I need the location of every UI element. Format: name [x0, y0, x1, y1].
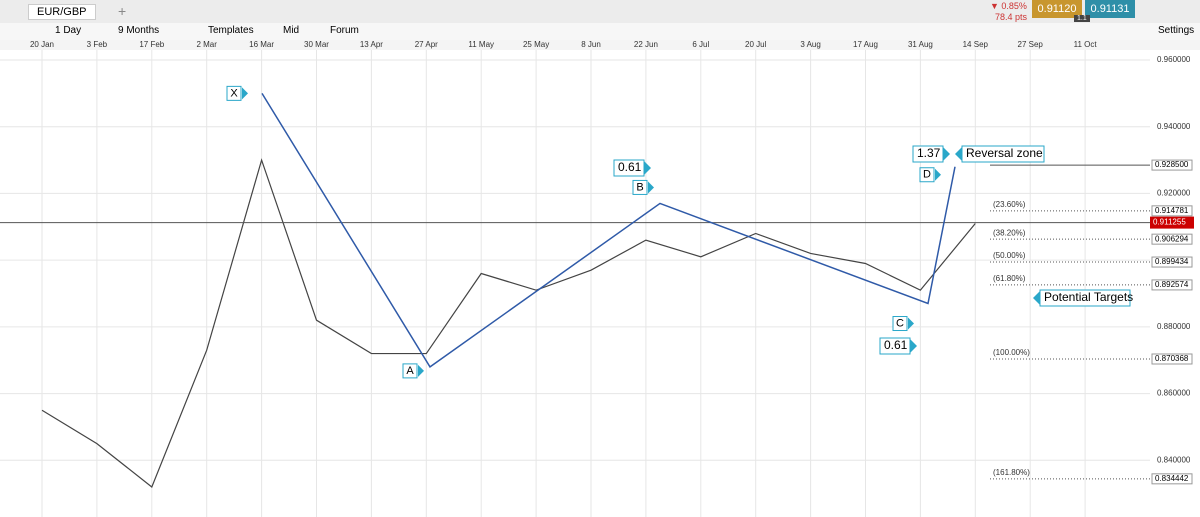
price-line — [41, 158, 976, 488]
level-label: (50.00%) — [993, 251, 1026, 260]
x-tick-label: 30 Mar — [304, 40, 329, 49]
point-arrow — [935, 168, 941, 181]
x-tick-label: 20 Jan — [30, 40, 54, 49]
price-box — [1151, 256, 1193, 268]
x-tick-label: 6 Jul — [692, 40, 709, 49]
point-label: C — [896, 317, 904, 329]
price-box — [1151, 233, 1193, 245]
y-tick-label: 0.860000 — [1157, 389, 1191, 398]
price-box — [1151, 279, 1193, 291]
price-type[interactable]: Mid — [283, 25, 300, 36]
last-price-box — [1150, 216, 1194, 229]
annotation: Reversal zone — [966, 146, 1043, 160]
annotation: 1.37 — [917, 146, 941, 160]
annotation: Potential Targets — [1044, 290, 1133, 304]
x-tick-label: 3 Aug — [800, 40, 820, 49]
forum[interactable]: Forum — [330, 25, 359, 36]
price-label: 0.870368 — [1155, 354, 1189, 363]
point-box — [226, 85, 242, 101]
x-tick-label: 20 Jul — [745, 40, 767, 49]
point-arrow — [242, 87, 248, 100]
point-label: D — [923, 169, 931, 181]
annotation: 0.61 — [618, 160, 642, 174]
templates[interactable]: Templates — [208, 25, 254, 36]
level-label: (100.00%) — [993, 348, 1030, 357]
change: ▼ 0.85% — [990, 1, 1027, 11]
price-box — [1151, 473, 1193, 485]
point-arrow — [648, 181, 654, 194]
date-axis — [0, 40, 1200, 50]
x-tick-label: 22 Jun — [634, 40, 658, 49]
price-box — [1151, 205, 1193, 217]
x-tick-label: 3 Feb — [87, 40, 108, 49]
point-box — [402, 363, 418, 379]
y-tick-label: 0.920000 — [1157, 189, 1191, 198]
x-tick-label: 16 Mar — [249, 40, 274, 49]
point-arrow — [418, 364, 424, 377]
x-tick-label: 17 Aug — [853, 40, 878, 49]
annotation: 0.61 — [884, 338, 908, 352]
level-label: (38.20%) — [993, 228, 1026, 237]
point-label: B — [636, 181, 643, 193]
annotation-arrow — [910, 339, 917, 353]
annotation-arrow — [955, 147, 962, 161]
range[interactable]: 9 Months — [118, 25, 160, 36]
y-tick-label: 0.940000 — [1157, 122, 1191, 131]
add-tab[interactable]: + — [118, 3, 127, 19]
annotation-arrow — [644, 161, 651, 175]
price-label: 0.899434 — [1155, 257, 1189, 266]
annotation-arrow — [1033, 291, 1040, 305]
x-tick-label: 11 Oct — [1074, 40, 1098, 49]
pattern-line — [261, 92, 956, 368]
x-tick-label: 25 May — [523, 40, 549, 49]
bid[interactable]: 0.91120 — [1032, 0, 1082, 18]
tab-bar: EUR/GBP + ▼ 0.85% 78.4 pts 0.91120 0.911… — [0, 0, 1200, 24]
price-label: 0.914781 — [1155, 206, 1189, 215]
point-label: A — [406, 365, 414, 377]
y-tick-label: 0.960000 — [1157, 55, 1191, 64]
settings[interactable]: Settings — [1158, 25, 1195, 36]
tab[interactable]: EUR/GBP — [28, 4, 96, 20]
x-tick-label: 13 Apr — [360, 40, 383, 49]
point-arrow — [908, 317, 914, 330]
y-tick-label: 0.840000 — [1157, 455, 1191, 464]
last-price-label: 0.911255 — [1153, 218, 1186, 227]
annotation-arrow — [943, 147, 950, 161]
point-box — [632, 179, 648, 195]
price-label: 0.892574 — [1155, 280, 1189, 289]
point-label: X — [230, 87, 238, 99]
symbol: EUR/GBP — [37, 6, 87, 18]
point-box — [919, 167, 935, 183]
toolbar: 1 Day 9 Months Templates Mid Forum Setti… — [0, 23, 1200, 41]
x-tick-label: 17 Feb — [139, 40, 164, 49]
x-tick-label: 2 Mar — [196, 40, 217, 49]
interval[interactable]: 1 Day — [55, 25, 82, 36]
chart: 0.9600000.9400000.9200000.9000000.880000… — [0, 40, 1200, 517]
level-label: (161.80%) — [993, 468, 1030, 477]
ask[interactable]: 0.91131 — [1085, 0, 1135, 18]
price-box — [1151, 159, 1193, 171]
y-tick-label: 0.880000 — [1157, 322, 1191, 331]
price-label: 0.906294 — [1155, 234, 1189, 243]
x-tick-label: 27 Sep — [1018, 40, 1044, 49]
x-tick-label: 8 Jun — [581, 40, 601, 49]
x-tick-label: 11 May — [468, 40, 494, 49]
level-label: (23.60%) — [993, 200, 1026, 209]
price-label: 0.928500 — [1155, 160, 1189, 169]
point-box — [892, 316, 908, 332]
price-label: 0.834442 — [1155, 474, 1189, 483]
level-label: (61.80%) — [993, 274, 1026, 283]
points: 78.4 pts — [995, 12, 1028, 22]
x-tick-label: 14 Sep — [963, 40, 989, 49]
price-box — [1151, 353, 1193, 365]
x-tick-label: 31 Aug — [908, 40, 933, 49]
spread: 1.1 — [1074, 15, 1090, 22]
x-tick-label: 27 Apr — [415, 40, 438, 49]
